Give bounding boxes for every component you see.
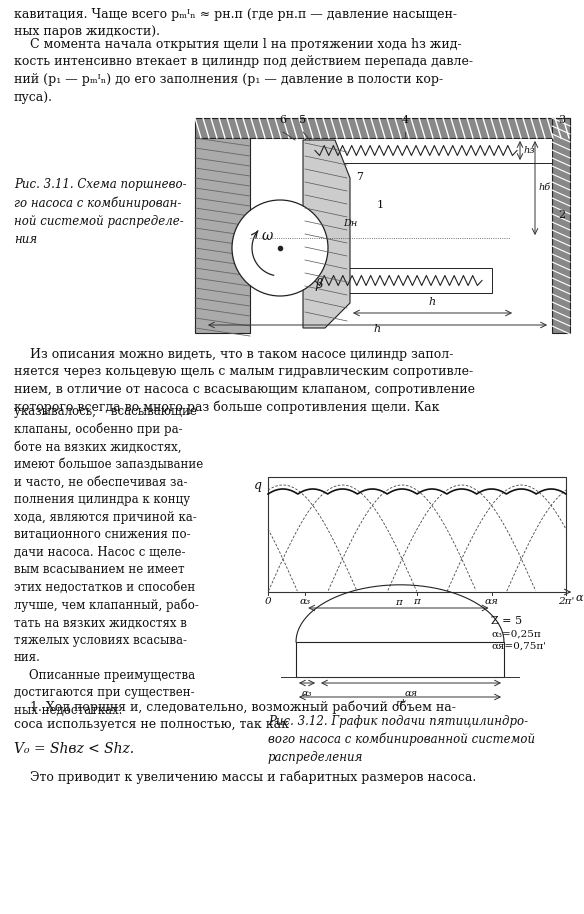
Text: q: q (254, 479, 262, 492)
Text: Dн: Dн (343, 219, 357, 228)
Text: 7: 7 (356, 172, 363, 182)
Text: 0: 0 (265, 597, 272, 606)
Text: αя: αя (405, 689, 418, 698)
Text: 1: 1 (377, 200, 384, 210)
Text: hб: hб (539, 184, 551, 193)
Polygon shape (303, 140, 350, 328)
Text: Рис. 3.11. Схема поршнево-
го насоса с комбинирован-
ной системой распределе-
ни: Рис. 3.11. Схема поршнево- го насоса с к… (14, 178, 187, 246)
Bar (195, 138, 250, 333)
Bar (305, 138, 552, 163)
Bar (195, 118, 570, 333)
Text: V₀ = Shвz < Shz.: V₀ = Shвz < Shz. (14, 742, 134, 756)
Text: αя: αя (485, 597, 498, 606)
Bar (195, 118, 570, 138)
Text: 4: 4 (401, 115, 409, 125)
Text: 5: 5 (300, 115, 307, 125)
Text: β: β (315, 278, 322, 291)
Text: С момента начала открытия щели l на протяжении хода hз жид-
кость интенсивно вте: С момента начала открытия щели l на прот… (14, 38, 473, 103)
Text: Z = 5: Z = 5 (491, 616, 522, 626)
Text: αя=0,75π': αя=0,75π' (491, 642, 546, 651)
Text: 2: 2 (558, 210, 565, 220)
Text: α₃: α₃ (300, 597, 311, 606)
Text: α: α (576, 593, 583, 603)
Text: 6: 6 (279, 115, 287, 125)
Bar (266, 475, 568, 594)
Text: π: π (413, 597, 420, 606)
Bar (552, 118, 570, 333)
Bar (296, 642, 504, 677)
Text: ω: ω (262, 229, 273, 243)
Text: 1. Ход поршня и, следовательно, возможный рабочий объем на-
соса используется не: 1. Ход поршня и, следовательно, возможны… (14, 700, 456, 731)
Text: 3: 3 (558, 115, 565, 125)
Bar (305, 268, 492, 293)
Text: hз: hз (524, 146, 536, 155)
Text: Из описания можно видеть, что в таком насосе цилиндр запол-
няется через кольцев: Из описания можно видеть, что в таком на… (14, 348, 475, 414)
Text: 2π': 2π' (558, 597, 574, 606)
Text: h: h (374, 324, 381, 334)
Text: кавитация. Чаще всего pₘᴵₙ ≈ pн.п (где pн.п — давление насыщен-
ных паров жидкос: кавитация. Чаще всего pₘᴵₙ ≈ pн.п (где p… (14, 8, 457, 38)
Circle shape (232, 200, 328, 296)
Text: α₃=0,25π: α₃=0,25π (491, 630, 541, 639)
Text: α₃: α₃ (302, 689, 312, 698)
Text: π: π (395, 598, 402, 607)
Text: h: h (429, 297, 436, 307)
Text: π': π' (395, 699, 405, 708)
Text: Это приводит к увеличению массы и габаритных размеров насоса.: Это приводит к увеличению массы и габари… (14, 770, 476, 783)
Text: Рис. 3.12. График подачи пятицилиндро-
вого насоса с комбинированной системой
ра: Рис. 3.12. График подачи пятицилиндро- в… (268, 715, 535, 764)
Text: указывалось,    всасывающие
клапаны, особенно при ра-
боте на вязких жидкостях,
: указывалось, всасывающие клапаны, особен… (14, 405, 203, 717)
